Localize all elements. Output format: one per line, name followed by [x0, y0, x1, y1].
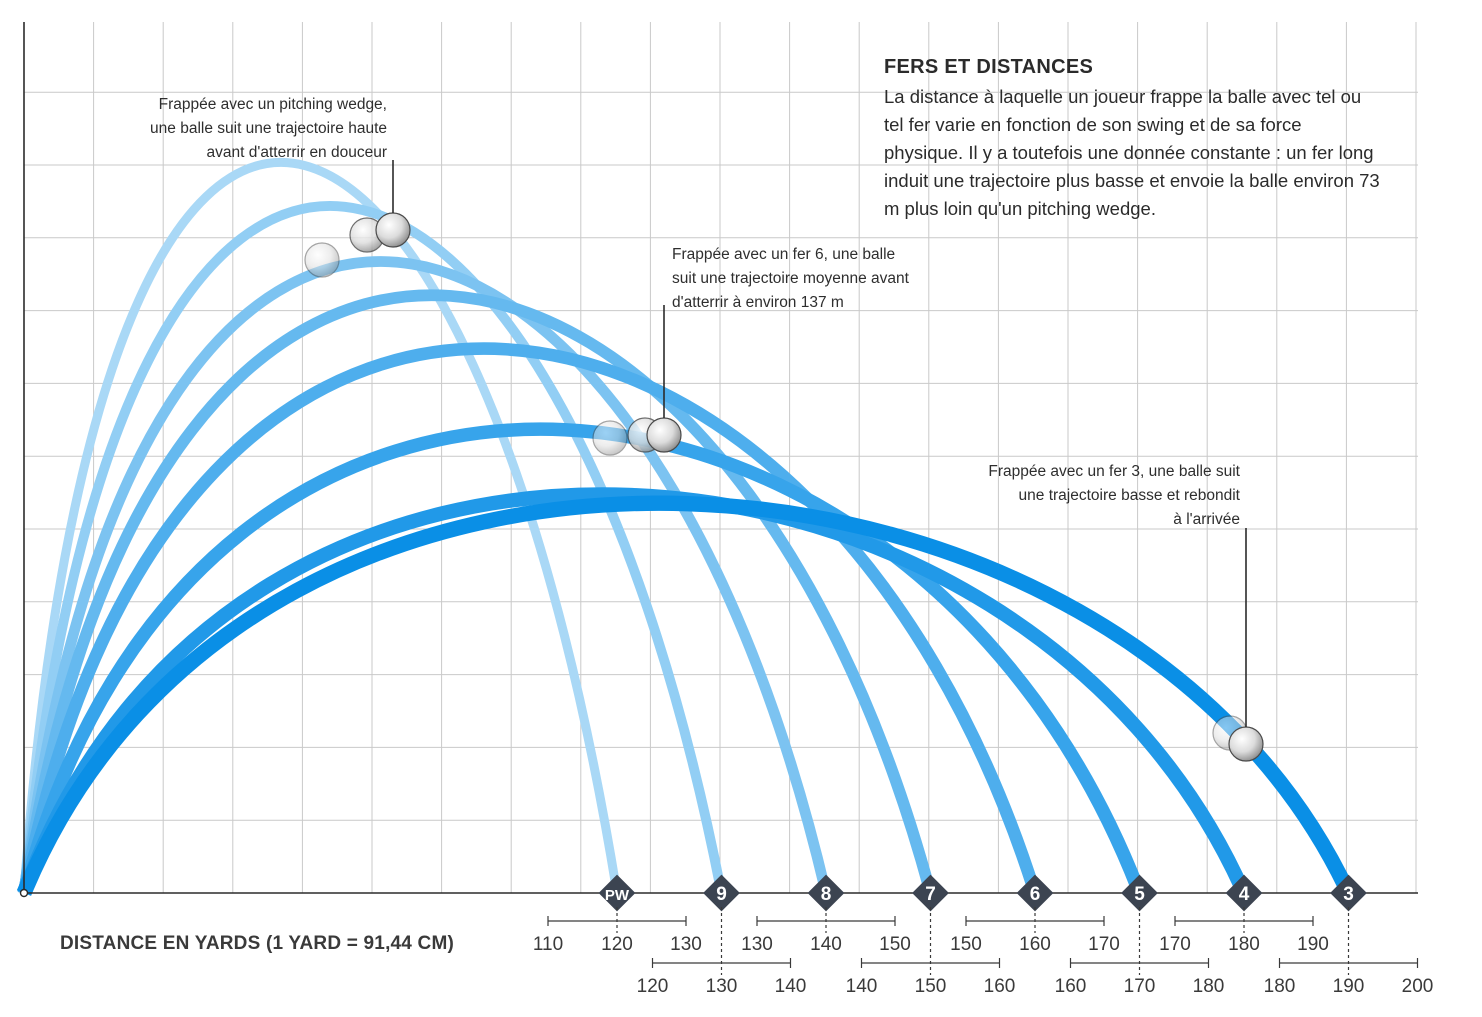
distance-scale-7: 140 150 160	[846, 907, 1016, 997]
distance-tick-label: 130	[741, 934, 773, 955]
distance-scale-5: 160 170 180	[1055, 907, 1225, 997]
annotation-iron6-line: d'atterrir à environ 137 m	[672, 294, 844, 311]
club-marker-9: 9	[703, 874, 740, 912]
distance-tick-label: 120	[637, 976, 669, 997]
distance-tick-label: 160	[984, 976, 1016, 997]
distance-scale-4: 170 180 190	[1159, 907, 1329, 955]
club-marker-label: 6	[1030, 884, 1041, 905]
trajectory-7	[18, 289, 937, 895]
distance-tick-label: 110	[533, 934, 563, 955]
distance-tick-label: 150	[950, 934, 982, 955]
distance-tick-label: 160	[1019, 934, 1051, 955]
distance-tick-label: 150	[915, 976, 947, 997]
distance-tick-label: 200	[1402, 976, 1434, 997]
annotation-pw-line: une balle suit une trajectoire haute	[150, 120, 387, 137]
club-marker-3: 3	[1330, 874, 1367, 912]
golf-ball-icon	[1228, 726, 1264, 762]
distance-tick-label: 170	[1088, 934, 1120, 955]
club-marker-label: 7	[925, 884, 936, 905]
club-marker-pw: PW	[598, 874, 636, 912]
distance-tick-label: 180	[1264, 976, 1296, 997]
trajectory-9	[19, 201, 727, 894]
distance-tick-label: 170	[1159, 934, 1191, 955]
distance-tick-label: 150	[879, 934, 911, 955]
club-marker-4: 4	[1225, 874, 1263, 912]
distance-tick-label: 140	[775, 976, 807, 997]
annotation-iron6-line: Frappée avec un fer 6, une balle	[672, 246, 895, 263]
info-body: La distance à laquelle un joueur frappe …	[884, 86, 1380, 219]
info-title: FERS ET DISTANCES	[884, 56, 1094, 78]
distance-tick-label: 190	[1297, 934, 1329, 955]
trajectory-4	[17, 487, 1251, 896]
distance-scale-6: 150 160 170	[950, 907, 1120, 955]
annotation-callouts: Frappée avec un pitching wedge, une balle…	[150, 96, 1247, 727]
golf-ball-icon	[646, 417, 682, 453]
x-axis-title: DISTANCE EN YARDS (1 YARD = 91,44 CM)	[60, 933, 455, 954]
club-marker-label: 5	[1134, 884, 1145, 905]
annotation-iron3-line: Frappée avec un fer 3, une balle suit	[988, 463, 1240, 480]
golf-ball-icon	[375, 212, 411, 248]
trajectory-3	[16, 495, 1356, 897]
distance-tick-label: 140	[810, 934, 842, 955]
distance-tick-label: 130	[706, 976, 738, 997]
club-marker-6: 6	[1016, 874, 1054, 912]
distance-tick-label: 190	[1333, 976, 1365, 997]
annotation-pw-line: Frappée avec un pitching wedge,	[159, 96, 387, 113]
trajectories	[16, 158, 1356, 897]
trajectory-8	[18, 256, 832, 895]
club-marker-8: 8	[807, 874, 845, 912]
info-panel: FERS ET DISTANCES La distance à laquelle…	[884, 56, 1384, 223]
distance-tick-label: 180	[1193, 976, 1225, 997]
trajectory-5	[17, 422, 1146, 896]
club-marker-7: 7	[912, 874, 949, 912]
trajectory-pw	[19, 158, 622, 894]
golf-ball-icon	[304, 242, 340, 278]
distance-scale-3: 180 190 200	[1264, 907, 1434, 997]
club-marker-label: 4	[1239, 884, 1250, 905]
annotation-iron3-line: une trajectoire basse et rebondit	[1019, 487, 1241, 504]
origin-dot	[19, 888, 29, 898]
distance-scale-9: 120 130 140	[637, 907, 807, 997]
club-marker-label: PW	[605, 887, 630, 904]
distance-tick-label: 180	[1228, 934, 1260, 955]
distance-scale-pw: 110 120 130	[533, 907, 702, 955]
annotation-pw-line: avant d'atterrir en douceur	[207, 144, 387, 161]
trajectory-6	[17, 342, 1042, 895]
club-markers: PW 9 8 7 6 5 4 3	[598, 874, 1367, 912]
golf-ball-icon	[592, 420, 628, 456]
distance-tick-label: 160	[1055, 976, 1087, 997]
annotation-iron6-line: suit une trajectoire moyenne avant	[672, 270, 910, 287]
club-marker-label: 3	[1343, 884, 1354, 905]
annotation-iron3-line: à l'arrivée	[1173, 511, 1240, 528]
club-marker-label: 9	[716, 884, 727, 905]
distance-tick-label: 120	[601, 934, 633, 955]
distance-tick-label: 170	[1124, 976, 1156, 997]
golf-balls	[304, 212, 1264, 762]
club-marker-label: 8	[821, 884, 832, 905]
distance-tick-label: 140	[846, 976, 878, 997]
distance-tick-label: 130	[670, 934, 702, 955]
distance-scale-8: 130 140 150	[741, 907, 911, 955]
club-marker-5: 5	[1121, 874, 1158, 912]
